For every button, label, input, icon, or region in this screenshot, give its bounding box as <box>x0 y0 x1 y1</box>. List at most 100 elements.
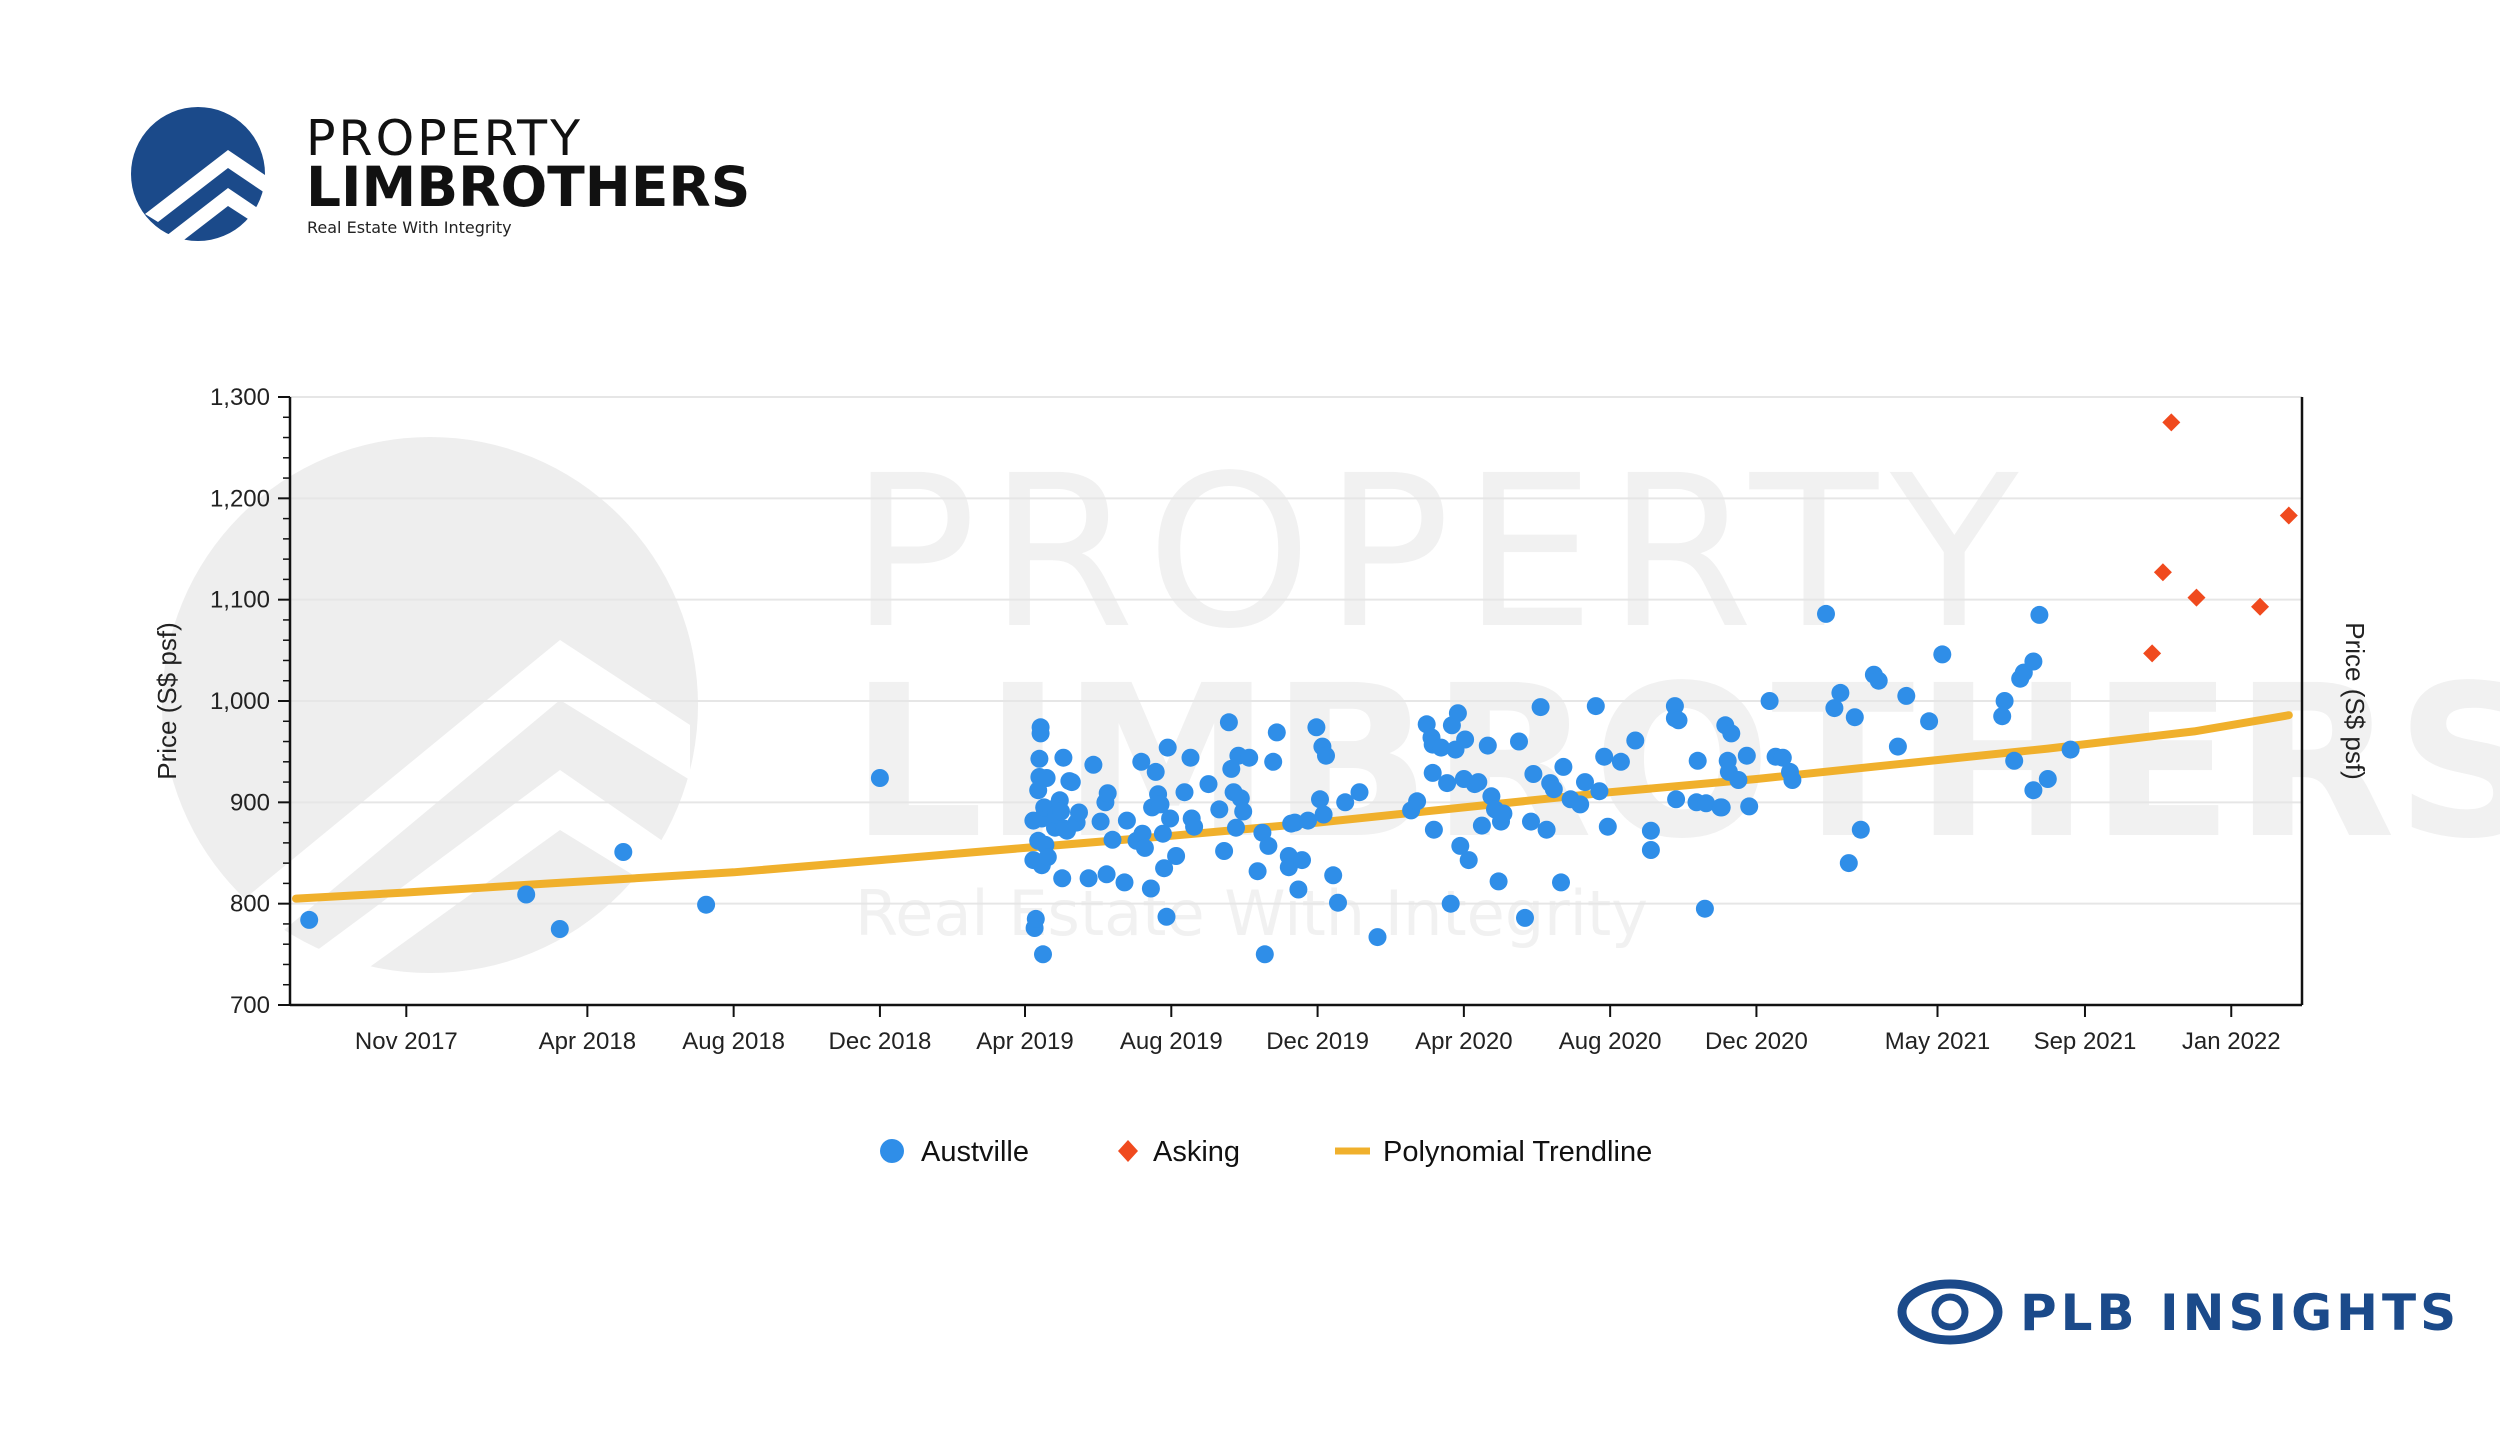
austville-point <box>1598 817 1617 836</box>
austville-point <box>1234 802 1253 821</box>
austville-point <box>1897 686 1916 705</box>
austville-point <box>1448 704 1467 723</box>
austville-point <box>1845 708 1864 727</box>
austville-point <box>1248 862 1267 881</box>
austville-point <box>1516 908 1534 927</box>
y-axis-title-right: Price (S$ psf) <box>2340 622 2370 780</box>
austville-point <box>2038 770 2057 788</box>
austville-point <box>1524 765 1543 783</box>
austville-point <box>1133 824 1152 843</box>
austville-point <box>1167 847 1186 865</box>
austville-point <box>1995 692 2014 710</box>
austville-point <box>1783 771 1802 789</box>
austville-point <box>1695 899 1714 918</box>
trendline <box>292 711 2293 903</box>
austville-point <box>1494 804 1513 823</box>
x-tick-label: Aug 2018 <box>682 1028 785 1055</box>
austville-point <box>1307 718 1326 737</box>
legend-label-trendline: Polynomial Trendline <box>1383 1136 1652 1168</box>
austville-point <box>1438 774 1457 793</box>
y-axis-title: Price (S$ psf) <box>152 622 182 780</box>
austville-point <box>1259 836 1278 855</box>
austville-point <box>1215 842 1234 860</box>
austville-point <box>1441 894 1460 913</box>
austville-point <box>1825 699 1844 718</box>
austville-point <box>1869 671 1888 690</box>
company-logo: PROPERTY LIMBROTHERS Real Estate With In… <box>131 107 750 243</box>
austville-point <box>1831 683 1850 702</box>
data-points <box>300 413 2298 964</box>
austville-point <box>2005 751 2024 770</box>
legend-marker-austville <box>880 1139 904 1163</box>
austville-point <box>1034 945 1052 964</box>
asking-point <box>2162 413 2181 432</box>
austville-point <box>1181 748 1200 767</box>
austville-point <box>300 910 319 929</box>
austville-point <box>1054 748 1073 767</box>
austville-point <box>1255 945 1274 964</box>
logo-line1: PROPERTY <box>306 110 583 167</box>
austville-point <box>1185 817 1204 836</box>
austville-point <box>1531 698 1550 717</box>
austville-point <box>1117 811 1136 830</box>
austville-point <box>1329 893 1347 912</box>
legend-label-austville: Austville <box>921 1136 1029 1168</box>
austville-point <box>1456 730 1475 749</box>
austville-point <box>1851 820 1870 839</box>
austville-point <box>1933 645 1952 664</box>
y-tick-label: 900 <box>230 789 270 816</box>
austville-point <box>1240 748 1259 767</box>
austville-point <box>1586 697 1605 716</box>
austville-point <box>1544 780 1563 799</box>
austville-point <box>1459 851 1478 870</box>
austville-point <box>1026 909 1045 928</box>
austville-point <box>1317 746 1335 765</box>
y-tick-label: 700 <box>230 992 270 1019</box>
austville-point <box>1038 848 1057 867</box>
austville-point <box>1478 736 1497 755</box>
austville-point <box>1098 784 1117 803</box>
austville-point <box>1084 755 1103 774</box>
austville-point <box>1151 795 1170 814</box>
austville-point <box>1031 724 1050 743</box>
austville-point <box>1667 790 1686 809</box>
austville-point <box>1279 858 1298 877</box>
austville-point <box>1537 820 1556 839</box>
x-tick-label: Dec 2019 <box>1266 1028 1369 1055</box>
austville-point <box>1146 762 1165 781</box>
y-tick-label: 1,300 <box>210 384 270 411</box>
x-tick-label: Aug 2019 <box>1120 1028 1223 1055</box>
austville-point <box>1141 879 1160 898</box>
x-tick-label: Jan 2022 <box>2182 1028 2281 1055</box>
austville-point <box>1669 711 1688 730</box>
austville-point <box>1641 821 1660 840</box>
austville-point <box>1155 859 1174 878</box>
logo-line2: LIMBROTHERS <box>306 155 750 219</box>
austville-point <box>1576 773 1594 792</box>
austville-point <box>1408 792 1427 811</box>
eye-pupil-icon <box>1931 1293 1969 1331</box>
axis-ticks: 700 800 900 1,000 1,100 1,200 1,300 Nov 2017 Apr… <box>210 384 2281 1055</box>
watermark-line3: Real Estate With Integrity <box>855 877 1648 950</box>
austville-point <box>1030 749 1049 768</box>
trendline-group <box>292 711 2293 903</box>
austville-point <box>1554 757 1573 776</box>
austville-point <box>1611 752 1630 771</box>
x-tick-label: May 2021 <box>1885 1028 1990 1055</box>
austville-point <box>1712 798 1731 817</box>
austville-point <box>1157 907 1176 926</box>
austville-point <box>1740 797 1759 816</box>
x-tick-label: Dec 2018 <box>829 1028 932 1055</box>
x-tick-label: Nov 2017 <box>355 1028 458 1055</box>
austville-point <box>1314 805 1333 824</box>
austville-point <box>1729 771 1748 789</box>
legend-label-asking: Asking <box>1153 1136 1240 1168</box>
austville-point <box>1103 830 1122 849</box>
austville-point <box>1299 811 1317 830</box>
austville-point <box>2024 652 2043 671</box>
austville-point <box>1052 802 1070 821</box>
x-tick-label: Apr 2019 <box>976 1028 1073 1055</box>
austville-point <box>2061 740 2080 759</box>
x-tick-label: Aug 2020 <box>1559 1028 1662 1055</box>
logo-roof-icon <box>145 150 265 222</box>
